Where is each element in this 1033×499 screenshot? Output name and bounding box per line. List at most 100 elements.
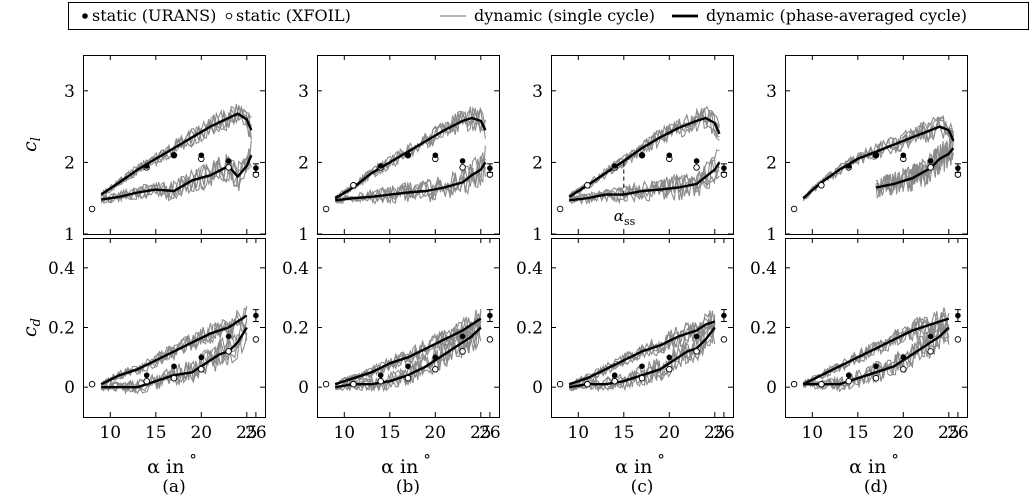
static-xfoil-point [927,164,934,171]
y-tick-label: 0.4 [750,259,777,279]
static-urans-point [666,152,673,159]
static-xfoil-point [954,336,962,343]
phase-averaged-downstroke [569,161,721,202]
x-tick-label: 26 [713,423,735,443]
y-axis-symbol: c [19,326,41,337]
axes-frame [551,55,734,235]
x-tick-label: 25 [938,423,960,443]
phase-averaged-downstroke [569,326,716,389]
static-urans-point [487,165,493,171]
single-cycle-line [100,140,252,204]
static-xfoil-point [638,374,646,382]
single-cycle-line [802,312,950,391]
panel-b-cl: 1 2 3 [298,55,500,245]
static-urans-point [611,163,618,169]
x-axis-label: α in ° [615,451,665,478]
y-tick-label: 1 [64,225,75,245]
static-xfoil-point [556,205,564,213]
phase-averaged-upstroke [802,125,955,200]
single-cycle-line [335,156,486,205]
static-xfoil-point [143,377,150,385]
static-urans-point [171,363,177,370]
static-urans-point [845,163,852,169]
single-cycle-line [334,309,482,388]
x-tick-label: 25 [236,423,258,443]
x-axis-unit: ° [423,451,431,469]
y-tick-label: 0 [298,378,309,398]
static-xfoil-point [404,374,412,382]
phase-averaged-upstroke [802,317,950,386]
static-urans-point [253,312,259,319]
y-tick-label: 1 [532,225,543,245]
static-urans-point [721,312,727,319]
x-axis-label-text: α in [147,456,184,478]
single-cycle-line [569,105,720,197]
x-tick-label: 15 [145,423,167,443]
static-xfoil-point [720,336,728,343]
y-tick-label: 3 [298,82,309,102]
x-axis-label: α in ° [147,451,197,478]
y-axis-subscript: d [29,318,44,326]
static-urans-point [955,165,961,171]
y-tick-label: 2 [298,153,309,173]
static-xfoil-point [322,380,330,388]
single-cycle-line [569,319,716,390]
panel-c-cl: αss 1 2 3 [532,55,734,245]
x-tick-label: 26 [479,423,501,443]
x-tick-label: 15 [847,423,869,443]
static-urans-point [253,165,259,171]
static-urans-point [927,158,934,164]
single-cycle-line [100,108,252,197]
single-cycle-line [568,165,720,203]
static-xfoil-point [611,377,618,385]
phase-averaged-downstroke [803,326,950,386]
x-tick-label: 26 [947,423,969,443]
x-axis-label-text: α in [381,456,418,478]
static-urans-point [143,163,150,169]
static-xfoil-point [927,348,934,355]
x-axis-unit: ° [657,451,665,469]
y-tick-label: 2 [766,153,777,173]
legend-marker-filled-circle [82,13,88,19]
alpha-subscript: ss [624,215,636,228]
static-urans-point [198,354,205,361]
static-urans-point [377,372,384,379]
single-cycle-line [100,328,248,393]
single-cycle-line [100,105,252,198]
single-cycle-line [568,161,720,206]
single-cycle-line [101,152,252,203]
static-urans-point [873,363,879,370]
x-axis-label-text: α in [615,456,652,478]
static-urans-point [927,333,934,340]
static-urans-point [639,152,645,159]
y-tick-label: 2 [64,153,75,173]
static-xfoil-point [252,336,260,343]
y-axis-subscript: l [29,137,44,141]
y-axis-label: cl [19,137,44,152]
x-axis-label: α in ° [381,451,431,478]
static-xfoil-point [790,205,798,213]
static-xfoil-point [584,182,591,189]
static-urans-point [900,152,907,159]
y-axis-label: cd [19,318,44,337]
x-tick-label: 26 [245,423,267,443]
static-urans-point [225,333,232,340]
single-cycle-line [875,138,954,198]
static-xfoil-point [225,164,232,171]
static-urans-point [225,158,232,164]
phase-averaged-downstroke [335,326,482,389]
static-xfoil-point [818,182,825,189]
y-tick-label: 0.4 [516,259,543,279]
axes-frame [83,55,266,235]
single-cycle-line [875,135,954,195]
static-xfoil-point [459,164,466,171]
static-urans-point [900,354,907,361]
static-urans-point [873,152,879,159]
y-tick-label: 3 [64,82,75,102]
single-cycle-line [802,326,950,391]
static-urans-point [611,372,618,379]
single-cycle-line [568,310,716,387]
y-tick-label: 0 [532,378,543,398]
